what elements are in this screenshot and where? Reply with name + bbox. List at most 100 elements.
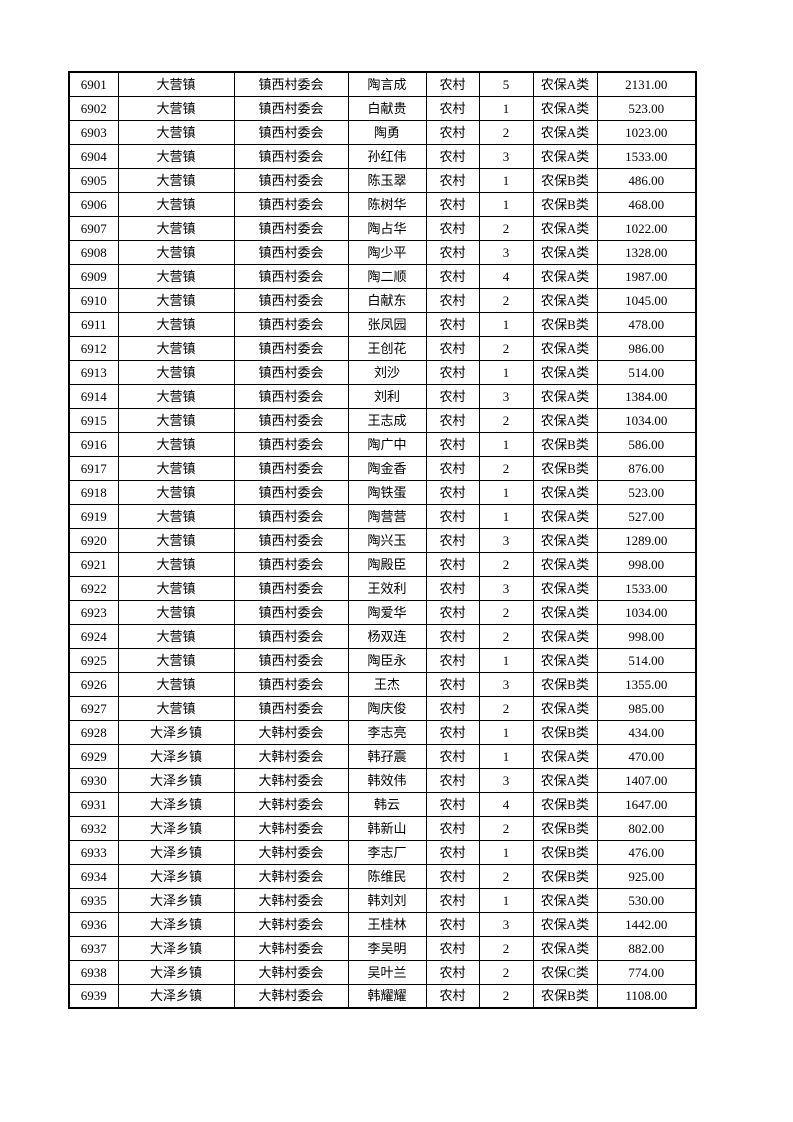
cell-amount: 985.00 xyxy=(596,695,697,721)
cell-count: 1 xyxy=(478,743,534,769)
cell-name: 王志成 xyxy=(347,407,427,433)
cell-serial: 6911 xyxy=(68,311,119,337)
cell-count: 2 xyxy=(478,215,534,241)
cell-name: 韩云 xyxy=(347,791,427,817)
cell-amount: 1328.00 xyxy=(596,239,697,265)
cell-category: 农保A类 xyxy=(532,695,598,721)
cell-residence: 农村 xyxy=(425,167,480,193)
cell-town: 大营镇 xyxy=(117,143,235,169)
cell-town: 大营镇 xyxy=(117,503,235,529)
cell-residence: 农村 xyxy=(425,527,480,553)
cell-name: 陶少平 xyxy=(347,239,427,265)
cell-amount: 476.00 xyxy=(596,839,697,865)
cell-residence: 农村 xyxy=(425,647,480,673)
cell-village: 大韩村委会 xyxy=(233,935,349,961)
cell-amount: 530.00 xyxy=(596,887,697,913)
cell-town: 大营镇 xyxy=(117,335,235,361)
cell-count: 2 xyxy=(478,551,534,577)
table-row: 6927 大营镇 镇西村委会 陶庆俊 农村 2 农保A类 985.00 xyxy=(68,695,697,721)
cell-village: 镇西村委会 xyxy=(233,359,349,385)
cell-amount: 1034.00 xyxy=(596,599,697,625)
cell-serial: 6928 xyxy=(68,719,119,745)
cell-serial: 6901 xyxy=(68,71,119,97)
cell-category: 农保A类 xyxy=(532,239,598,265)
cell-residence: 农村 xyxy=(425,479,480,505)
cell-count: 2 xyxy=(478,959,534,985)
table-row: 6902 大营镇 镇西村委会 白献贵 农村 1 农保A类 523.00 xyxy=(68,95,697,121)
cell-town: 大营镇 xyxy=(117,695,235,721)
cell-village: 镇西村委会 xyxy=(233,287,349,313)
cell-residence: 农村 xyxy=(425,671,480,697)
cell-name: 陶殿臣 xyxy=(347,551,427,577)
cell-town: 大泽乡镇 xyxy=(117,935,235,961)
cell-town: 大营镇 xyxy=(117,263,235,289)
cell-name: 陶金香 xyxy=(347,455,427,481)
cell-village: 镇西村委会 xyxy=(233,455,349,481)
table-row: 6917 大营镇 镇西村委会 陶金香 农村 2 农保B类 876.00 xyxy=(68,455,697,481)
cell-serial: 6932 xyxy=(68,815,119,841)
cell-residence: 农村 xyxy=(425,983,480,1009)
cell-name: 白献贵 xyxy=(347,95,427,121)
cell-name: 陈维民 xyxy=(347,863,427,889)
cell-count: 3 xyxy=(478,575,534,601)
cell-serial: 6921 xyxy=(68,551,119,577)
cell-category: 农保A类 xyxy=(532,647,598,673)
cell-residence: 农村 xyxy=(425,407,480,433)
cell-count: 2 xyxy=(478,407,534,433)
cell-village: 大韩村委会 xyxy=(233,743,349,769)
table-row: 6937 大泽乡镇 大韩村委会 李吴明 农村 2 农保A类 882.00 xyxy=(68,935,697,961)
cell-amount: 1045.00 xyxy=(596,287,697,313)
cell-amount: 1384.00 xyxy=(596,383,697,409)
cell-town: 大营镇 xyxy=(117,575,235,601)
cell-serial: 6904 xyxy=(68,143,119,169)
cell-residence: 农村 xyxy=(425,359,480,385)
table-row: 6907 大营镇 镇西村委会 陶占华 农村 2 农保A类 1022.00 xyxy=(68,215,697,241)
cell-count: 2 xyxy=(478,599,534,625)
cell-town: 大泽乡镇 xyxy=(117,839,235,865)
cell-village: 镇西村委会 xyxy=(233,647,349,673)
cell-serial: 6908 xyxy=(68,239,119,265)
cell-category: 农保A类 xyxy=(532,71,598,97)
cell-serial: 6920 xyxy=(68,527,119,553)
table-row: 6924 大营镇 镇西村委会 杨双连 农村 2 农保A类 998.00 xyxy=(68,623,697,649)
cell-name: 刘沙 xyxy=(347,359,427,385)
table-row: 6930 大泽乡镇 大韩村委会 韩效伟 农村 3 农保A类 1407.00 xyxy=(68,767,697,793)
cell-amount: 523.00 xyxy=(596,95,697,121)
cell-amount: 1407.00 xyxy=(596,767,697,793)
cell-residence: 农村 xyxy=(425,431,480,457)
cell-village: 大韩村委会 xyxy=(233,815,349,841)
cell-amount: 486.00 xyxy=(596,167,697,193)
cell-village: 镇西村委会 xyxy=(233,407,349,433)
cell-residence: 农村 xyxy=(425,719,480,745)
cell-category: 农保A类 xyxy=(532,575,598,601)
cell-count: 4 xyxy=(478,791,534,817)
cell-town: 大营镇 xyxy=(117,287,235,313)
cell-count: 2 xyxy=(478,695,534,721)
cell-town: 大营镇 xyxy=(117,167,235,193)
cell-name: 陶二顺 xyxy=(347,263,427,289)
cell-amount: 882.00 xyxy=(596,935,697,961)
cell-amount: 523.00 xyxy=(596,479,697,505)
cell-residence: 农村 xyxy=(425,71,480,97)
cell-name: 孙红伟 xyxy=(347,143,427,169)
cell-serial: 6902 xyxy=(68,95,119,121)
cell-category: 农保B类 xyxy=(532,983,598,1009)
cell-count: 3 xyxy=(478,383,534,409)
cell-count: 3 xyxy=(478,911,534,937)
cell-amount: 470.00 xyxy=(596,743,697,769)
cell-amount: 434.00 xyxy=(596,719,697,745)
table-row: 6909 大营镇 镇西村委会 陶二顺 农村 4 农保A类 1987.00 xyxy=(68,263,697,289)
cell-town: 大营镇 xyxy=(117,671,235,697)
cell-residence: 农村 xyxy=(425,455,480,481)
cell-amount: 468.00 xyxy=(596,191,697,217)
cell-count: 2 xyxy=(478,983,534,1009)
cell-name: 陶勇 xyxy=(347,119,427,145)
cell-village: 镇西村委会 xyxy=(233,383,349,409)
table-row: 6906 大营镇 镇西村委会 陈树华 农村 1 农保B类 468.00 xyxy=(68,191,697,217)
cell-town: 大泽乡镇 xyxy=(117,767,235,793)
cell-count: 2 xyxy=(478,815,534,841)
cell-town: 大营镇 xyxy=(117,431,235,457)
cell-amount: 1022.00 xyxy=(596,215,697,241)
cell-name: 陶占华 xyxy=(347,215,427,241)
cell-category: 农保A类 xyxy=(532,263,598,289)
